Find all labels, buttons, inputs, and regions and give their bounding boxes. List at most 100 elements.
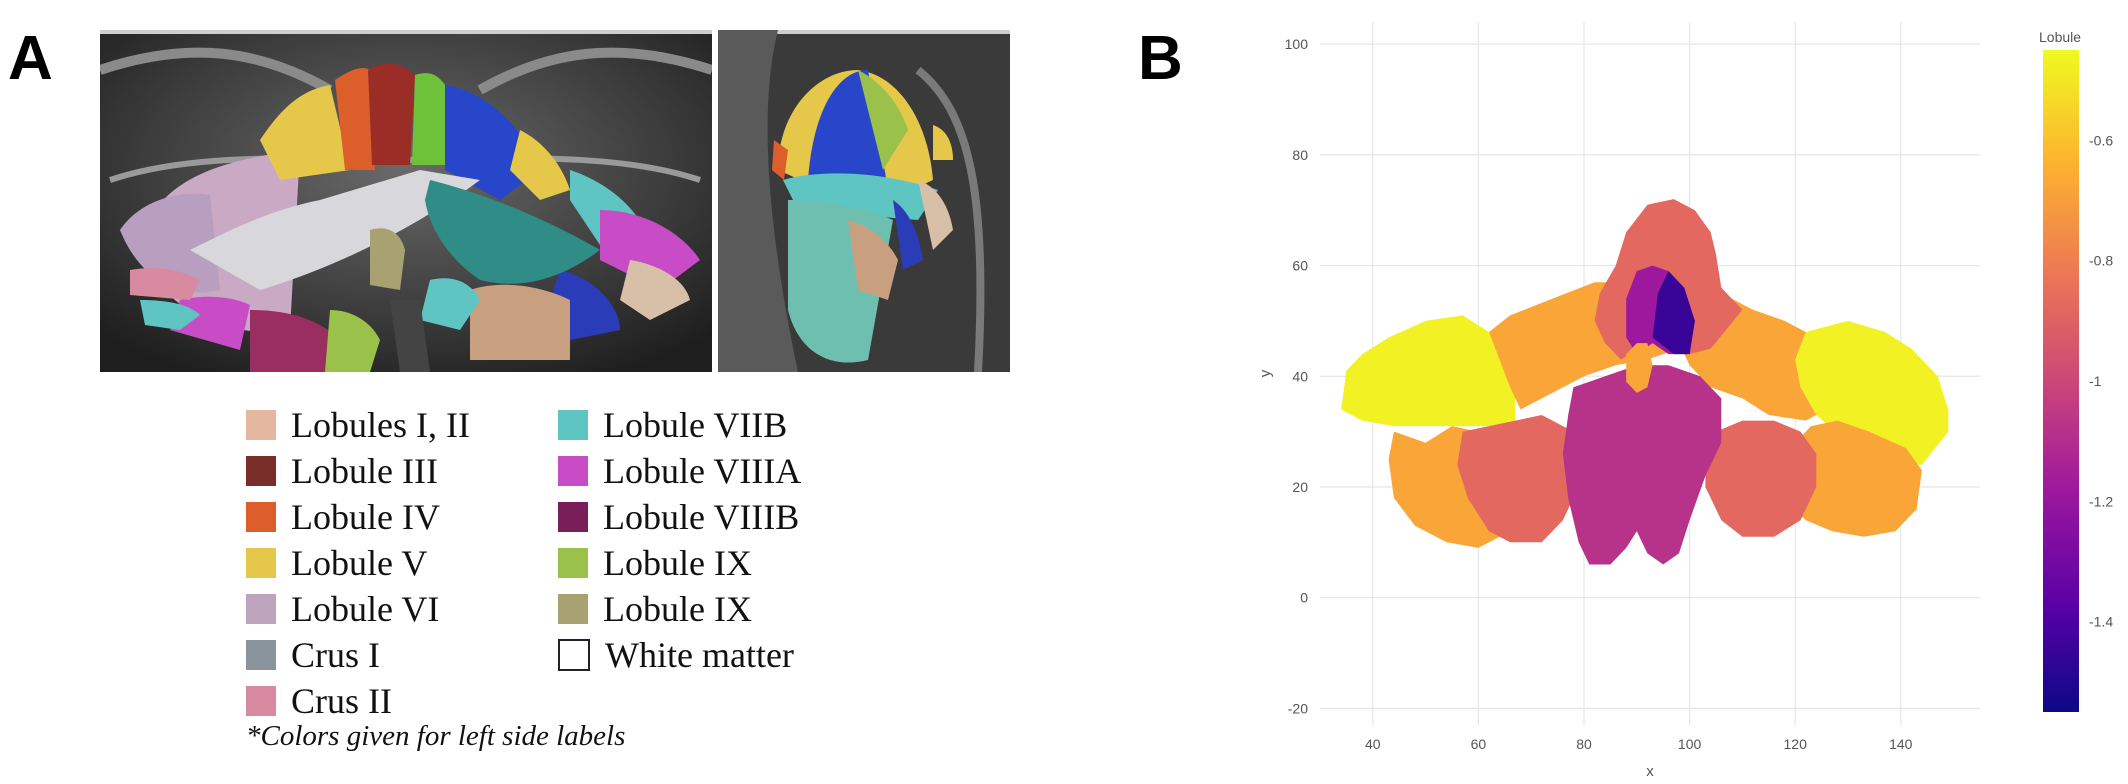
y-tick-label: 0: [1300, 590, 1308, 606]
region-vermis-orange: [1626, 343, 1653, 393]
seg-deep-blue: [893, 200, 923, 270]
region-lower-right-orange: [1779, 420, 1922, 537]
legend-item: Lobule IX: [558, 543, 752, 583]
seg-lobule-ix: [858, 70, 908, 170]
legend-label: Lobule VIIB: [603, 405, 788, 445]
brainstem: [390, 300, 430, 372]
legend-swatch: [246, 410, 276, 440]
seg-lobule-iv-left: [335, 68, 375, 170]
seg-white-matter-left: [190, 170, 480, 290]
region-outer-left: [1341, 315, 1516, 427]
colorbar-tick-label: -1: [2089, 373, 2102, 389]
legend-label: Crus II: [291, 681, 392, 721]
scan-border: [718, 30, 1010, 34]
colorbar: Lobule -0.6 -0.8 -1 -1.2 -1.4: [2039, 29, 2113, 712]
y-tick-label: -20: [1288, 700, 1308, 716]
legend-swatch: [558, 410, 588, 440]
x-tick-label: 120: [1784, 736, 1808, 752]
seg-lobule-x: [370, 228, 405, 290]
seg-lobules-i-ii: [848, 220, 898, 300]
legend-item: Lobule VIIIA: [558, 451, 801, 491]
region-lower-right-pink: [1705, 420, 1817, 537]
seg-lobule-ix-left: [325, 310, 380, 372]
colorbar-tick-label: -0.6: [2089, 132, 2113, 148]
x-tick-label: 40: [1365, 736, 1381, 752]
colorbar-ticks: -0.6 -0.8 -1 -1.2 -1.4: [2089, 132, 2113, 629]
seg-lobule-vi-left-b: [120, 193, 220, 293]
x-tick-label: 140: [1889, 736, 1913, 752]
panel-a-label: A: [8, 24, 53, 93]
legend-swatch: [558, 502, 588, 532]
colorbar-tick-label: -0.8: [2089, 253, 2113, 269]
cortex-fold: [100, 47, 333, 95]
legend-label: Lobule IX: [603, 589, 752, 629]
legend-item: Lobules I, II: [246, 405, 470, 445]
scan-border: [100, 30, 712, 34]
y-tick-label: 80: [1292, 147, 1308, 163]
seg-lobule-viiia-right: [600, 210, 700, 290]
seg-lobule-viib-center: [420, 278, 480, 330]
y-tick-label: 60: [1292, 258, 1308, 274]
seg-lobule-v-left: [260, 85, 350, 180]
legend-label: Lobule VIIIA: [603, 451, 802, 491]
cortex-fold: [477, 47, 712, 95]
legend-item: Crus I: [246, 635, 380, 675]
legend-item: Lobule VIIIB: [558, 497, 799, 537]
seg-lobule-iv: [772, 140, 788, 180]
legend-footnote: *Colors given for left side labels: [246, 720, 626, 752]
seg-lobule-ix-green: [412, 73, 448, 165]
seg-lobules-i-ii-right: [470, 284, 570, 360]
legend-label: Lobules I, II: [291, 405, 470, 445]
seg-lobule-viiib-left: [250, 310, 340, 372]
x-tick-label: 100: [1678, 736, 1702, 752]
seg-lobule-iii: [368, 63, 415, 166]
legend-item: Lobule III: [246, 451, 438, 491]
y-axis-ticks: -20 0 20 40 60 80 100: [1285, 36, 1309, 716]
seg-lobules-i-ii: [620, 260, 690, 320]
legend-swatch: [246, 548, 276, 578]
seg-lobule-v-tip: [933, 125, 953, 160]
colorbar-tick-label: -1.2: [2089, 493, 2113, 509]
legend-item: White matter: [558, 635, 794, 675]
legend-item: Lobule IX: [558, 589, 752, 629]
colorbar-gradient: [2043, 50, 2079, 712]
x-axis-ticks: 40 60 80 100 120 140: [1365, 736, 1913, 752]
lobule-heatmap-chart: 40 60 80 100 120 140 -20 0 20 40 60 80 100 x y Lobu…: [1257, 22, 2113, 780]
y-tick-label: 20: [1292, 479, 1308, 495]
legend-label: White matter: [605, 635, 794, 675]
legend-swatch: [558, 456, 588, 486]
brainstem-shadow: [718, 30, 798, 372]
coronal-mri-svg: [100, 30, 712, 372]
legend-item: Crus II: [246, 681, 392, 721]
seg-crus-ii-left: [130, 268, 200, 300]
seg-white-matter-right: [425, 180, 600, 284]
legend-item: Lobule IV: [246, 497, 440, 537]
legend-label: Lobule V: [291, 543, 428, 583]
y-tick-label: 40: [1292, 368, 1308, 384]
colorbar-tick-label: -1.4: [2089, 614, 2113, 630]
sagittal-mri-image: [718, 30, 1010, 372]
legend-label: Lobule VIIIB: [603, 497, 800, 537]
legend-label: Lobule III: [291, 451, 438, 491]
legend-swatch: [246, 502, 276, 532]
legend-swatch: [246, 594, 276, 624]
y-tick-label: 100: [1285, 36, 1309, 52]
seg-lobule-v-right: [510, 130, 570, 200]
region-inner-deep: [1652, 271, 1695, 355]
coronal-mri-image: [100, 30, 712, 372]
legend-swatch: [246, 456, 276, 486]
legend-swatch: [558, 548, 588, 578]
legend-item: Lobule VIIB: [558, 405, 787, 445]
x-tick-label: 80: [1576, 736, 1592, 752]
seg-lobule-viib-left: [140, 300, 200, 330]
region-lower-center: [1562, 365, 1722, 565]
legend-item: Lobule V: [246, 543, 427, 583]
panel-b-label: B: [1138, 24, 1183, 93]
legend-swatch: [246, 640, 276, 670]
chart-regions: [1341, 199, 1949, 565]
tissue-fold: [915, 66, 985, 372]
colorbar-title: Lobule: [2039, 29, 2081, 45]
legend-swatch: [246, 686, 276, 716]
legend-item: Lobule VI: [246, 589, 439, 629]
x-tick-label: 60: [1471, 736, 1487, 752]
